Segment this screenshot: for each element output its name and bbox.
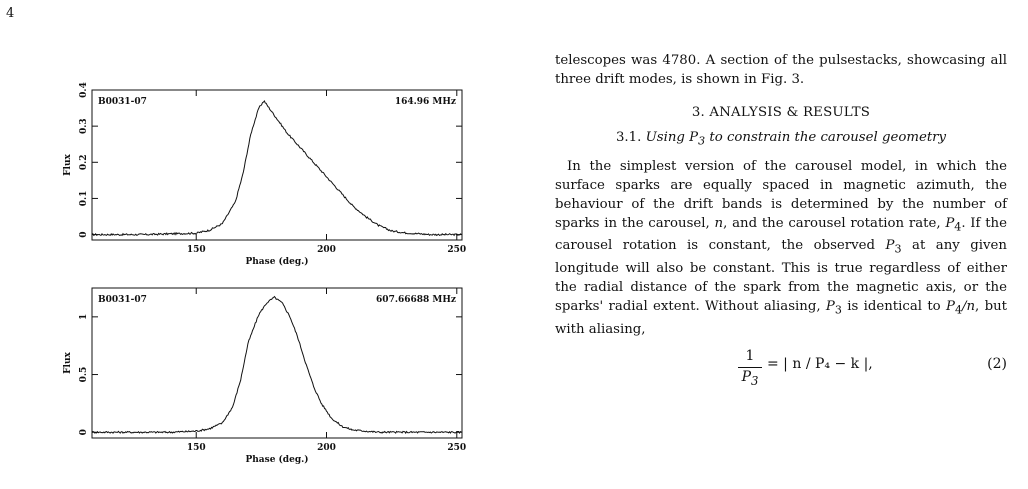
x-tick-label: 200 [317,443,336,453]
x-tick-label: 250 [447,443,466,453]
frequency-label: 607.66688 MHz [376,295,456,305]
source-label: B0031-07 [98,295,147,305]
y-axis-label: Flux [63,352,73,374]
profile-chart-low-frequency: 150 200 250 0 0.1 0.2 0.3 0.4 Phase (deg.) Flux B0… [63,82,466,267]
pulse-profile-figure: 150 200 250 0 0.1 0.2 0.3 0.4 Phase (deg.) Flux B0… [63,82,474,469]
x-axis-label: Phase (deg.) [245,454,308,465]
x-axis-label: Phase (deg.) [245,256,308,267]
y-tick-label: 0.1 [79,191,89,207]
profile-line [91,100,462,237]
equation-lhs-fraction: 1 P3 [738,347,762,391]
equation-number: (2) [987,355,1007,372]
y-tick-label: 0.5 [79,367,89,383]
equation-2: 1 P3 = | n / P₄ − k |, (2) [555,347,1007,387]
continuation-paragraph: telescopes was 4780. A section of the pu… [555,53,1007,87]
subsection-heading: 3.1. Using P3 to constrain the carousel … [555,128,1007,151]
plot-frame [91,287,463,439]
profile-panel-low-frequency: 150 200 250 0 0.1 0.2 0.3 0.4 Phase (deg.) Flux B0… [63,82,474,267]
y-tick-label: 0 [79,429,89,435]
subsection-title: Using P3 to constrain the carousel geome… [645,130,947,148]
text-column: telescopes was 4780. A section of the pu… [555,51,1007,387]
frequency-label: 164.96 MHz [395,97,456,107]
section-heading: 3. ANALYSIS & RESULTS [691,105,871,120]
equation-rhs: = | n / P₄ − k |, [767,355,873,372]
y-tick-label: 0 [79,231,89,237]
y-tick-label: 1 [79,314,89,320]
y-axis-label: Flux [63,154,73,176]
carousel-model-paragraph: In the simplest version of the carousel … [555,158,1007,337]
subsection-number: 3.1. [615,130,642,145]
plot-frame [91,89,463,241]
page-number: 4 [6,6,15,21]
y-tick-label: 0.4 [79,82,89,98]
y-tick-label: 0.2 [79,154,89,170]
x-tick-label: 200 [317,245,336,255]
source-label: B0031-07 [98,97,147,107]
x-tick-label: 150 [187,245,206,255]
profile-chart-high-frequency: 150 200 250 0 0.5 1 Phase (deg.) Flux B0031-07 60… [63,287,466,465]
x-tick-label: 250 [447,245,466,255]
y-tick-label: 0.3 [79,118,89,134]
profile-line [91,295,462,435]
x-tick-label: 150 [187,443,206,453]
profile-panel-high-frequency: 150 200 250 0 0.5 1 Phase (deg.) Flux B0031-07 60… [63,282,474,465]
